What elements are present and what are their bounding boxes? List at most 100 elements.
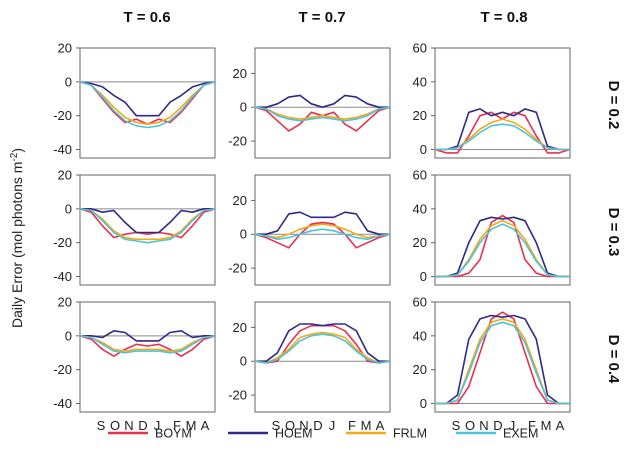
y-tick-label: -40 bbox=[53, 269, 72, 284]
x-tick-label: A bbox=[376, 418, 385, 433]
x-tick-label: S bbox=[272, 418, 281, 433]
y-tick-label: 0 bbox=[240, 227, 247, 242]
series-line-frlm bbox=[434, 318, 571, 405]
x-tick-label: A bbox=[201, 418, 210, 433]
y-tick-label: -20 bbox=[53, 108, 72, 123]
x-tick-label: F bbox=[348, 418, 356, 433]
series-line-hoem bbox=[434, 216, 571, 278]
series-line-boym bbox=[79, 208, 216, 239]
series-line-boym bbox=[434, 214, 571, 278]
row-titles: D = 0.2 D = 0.3 D = 0.4 bbox=[605, 81, 622, 384]
x-tick-label: M bbox=[541, 418, 552, 433]
x-tick-label: N bbox=[124, 418, 133, 433]
panel-frame bbox=[79, 301, 216, 413]
y-tick-label: -20 bbox=[228, 134, 247, 149]
series-line-hoem bbox=[79, 208, 216, 234]
legend-label-boym: BOYM bbox=[155, 427, 192, 441]
x-tick-label: N bbox=[479, 418, 488, 433]
x-tick-label: J bbox=[329, 418, 336, 433]
x-tick-label: F bbox=[173, 418, 181, 433]
series-line-boym bbox=[254, 106, 391, 132]
y-axis-label-main: Daily Error (mol photons m bbox=[9, 162, 25, 329]
panel-r1-c0: 20 0 -20 -40 bbox=[53, 168, 216, 286]
series-line-hoem bbox=[434, 108, 571, 151]
x-tick-label: J bbox=[154, 418, 161, 433]
series-line-exem bbox=[254, 228, 391, 241]
y-tick-label: 40 bbox=[413, 74, 427, 89]
series-line-frlm bbox=[254, 331, 391, 364]
y-tick-label: 20 bbox=[58, 295, 72, 310]
series-line-hoem bbox=[434, 314, 571, 405]
panel-r0-c2: 60 40 20 0 bbox=[413, 41, 571, 159]
series-line-hoem bbox=[79, 329, 216, 342]
panel-r2-c2: 60 40 20 0 bbox=[413, 295, 571, 413]
x-tick-label: M bbox=[361, 418, 372, 433]
series-line-hoem bbox=[254, 211, 391, 235]
series-line-frlm bbox=[79, 81, 216, 125]
y-tick-label: -20 bbox=[53, 362, 72, 377]
column-title-t06: T = 0.6 bbox=[123, 9, 170, 26]
series-line-boym bbox=[254, 324, 391, 364]
y-tick-label: 0 bbox=[240, 354, 247, 369]
panel-r1-c2: 60 40 20 0 bbox=[413, 168, 571, 286]
series-line-frlm bbox=[434, 219, 571, 278]
panel-r0-c1: 20 0 -20 bbox=[228, 47, 391, 159]
y-tick-label: 0 bbox=[420, 396, 427, 411]
legend-label-hoem: HOEM bbox=[275, 427, 313, 441]
x-tick-label: D bbox=[313, 418, 322, 433]
series-line-exem bbox=[434, 321, 571, 405]
y-tick-label: 0 bbox=[420, 269, 427, 284]
column-title-t07: T = 0.7 bbox=[298, 9, 345, 26]
x-tick-label: S bbox=[97, 418, 106, 433]
x-tick-label: O bbox=[110, 418, 120, 433]
y-axis-label: Daily Error (mol photons m-2) bbox=[9, 148, 25, 328]
panel-frame bbox=[434, 174, 571, 286]
panel-frame bbox=[254, 174, 391, 286]
series-line-frlm bbox=[254, 106, 391, 120]
y-tick-label: 60 bbox=[413, 295, 427, 310]
series-line-boym bbox=[434, 311, 571, 405]
series-line-hoem bbox=[79, 81, 216, 117]
panel-r1-c1: 20 0 -20 bbox=[228, 174, 391, 286]
x-tick-label: J bbox=[509, 418, 516, 433]
series-line-hoem bbox=[254, 323, 391, 363]
y-tick-label: -20 bbox=[53, 235, 72, 250]
y-tick-label: 20 bbox=[413, 108, 427, 123]
column-titles: T = 0.6 T = 0.7 T = 0.8 bbox=[123, 9, 527, 26]
series-line-exem bbox=[79, 208, 216, 244]
y-tick-label: 0 bbox=[420, 142, 427, 157]
row-title-d03: D = 0.3 bbox=[605, 208, 622, 257]
y-tick-label: -20 bbox=[228, 261, 247, 276]
y-tick-label: 0 bbox=[240, 100, 247, 115]
x-tick-label: M bbox=[186, 418, 197, 433]
panel-frame bbox=[254, 301, 391, 413]
x-tick-label: O bbox=[285, 418, 295, 433]
series-line-boym bbox=[79, 334, 216, 358]
y-tick-label: 20 bbox=[413, 362, 427, 377]
legend-label-frlm: FRLM bbox=[393, 427, 427, 441]
series-line-boym bbox=[254, 221, 391, 249]
y-tick-label: 40 bbox=[413, 201, 427, 216]
panel-r2-c1: 20 0 -20 bbox=[228, 301, 391, 413]
series-line-exem bbox=[254, 106, 391, 122]
panel-frame bbox=[79, 47, 216, 159]
row-title-d02: D = 0.2 bbox=[605, 81, 622, 130]
series-line-exem bbox=[434, 223, 571, 278]
y-tick-label: 20 bbox=[233, 320, 247, 335]
y-tick-label: -20 bbox=[228, 388, 247, 403]
legend-label-exem: EXEM bbox=[503, 427, 538, 441]
panels: 20 0 -20 -40 20 0 -20 60 40 20 0 20 0 -20 -40 20 0 -20 60 4… bbox=[53, 41, 571, 413]
x-tick-label: N bbox=[299, 418, 308, 433]
y-tick-label: -40 bbox=[53, 396, 72, 411]
series-line-hoem bbox=[254, 94, 391, 108]
legend: BOYM HOEM FRLM EXEM bbox=[108, 427, 538, 441]
y-tick-label: 0 bbox=[65, 74, 72, 89]
y-tick-label: -40 bbox=[53, 142, 72, 157]
series-line-frlm bbox=[79, 334, 216, 352]
y-tick-label: 0 bbox=[65, 328, 72, 343]
y-tick-label: 20 bbox=[413, 235, 427, 250]
series-line-frlm bbox=[254, 223, 391, 239]
x-tick-label: F bbox=[528, 418, 536, 433]
panel-frame bbox=[434, 47, 571, 159]
